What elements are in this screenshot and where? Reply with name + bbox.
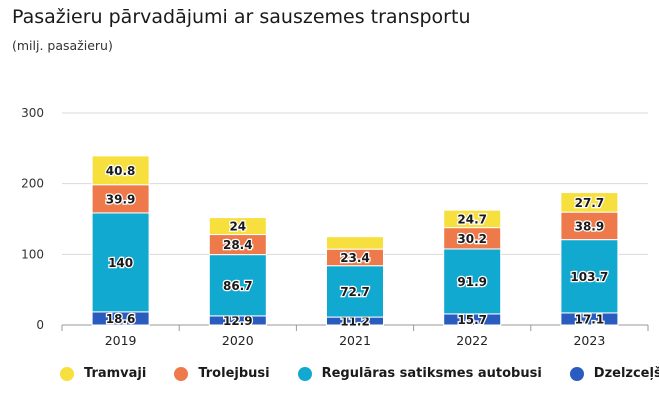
data-label-Tramvaji-2020: 24: [229, 220, 246, 234]
data-label-Regulāras satiksmes autobusi-2019: 140: [108, 256, 133, 270]
legend-swatch-autobusi: [297, 366, 312, 381]
bar-Regulāras satiksmes autobusi-2022: [443, 248, 502, 315]
data-label-Tramvaji-2022: 24.7: [457, 212, 487, 226]
y-tick-label-100: 100: [21, 247, 44, 261]
data-label-Regulāras satiksmes autobusi-2021: 72.7: [340, 285, 370, 299]
bar-Trolejbusi-2023: [560, 211, 619, 241]
x-tick-label-2022: 2022: [456, 333, 488, 348]
legend-item-trolejbusi: Trolejbusi: [174, 366, 270, 381]
legend-label-tramvaji: Tramvaji: [84, 366, 147, 381]
data-label-Trolejbusi-2023: 38.9: [575, 219, 605, 233]
legend: Tramvaji Trolejbusi Regulāras satiksmes …: [60, 366, 659, 381]
bar-Tramvaji-2022: [443, 209, 502, 229]
bar-Tramvaji-2019: [91, 155, 150, 186]
legend-swatch-dzelzcels: [569, 366, 584, 381]
data-label-Trolejbusi-2021: 23.4: [340, 251, 370, 265]
legend-label-autobusi: Regulāras satiksmes autobusi: [321, 366, 542, 381]
legend-swatch-trolejbusi: [174, 366, 189, 381]
data-label-Regulāras satiksmes autobusi-2022: 91.9: [457, 275, 487, 289]
bar-Tramvaji-2023: [560, 192, 619, 213]
legend-label-trolejbusi: Trolejbusi: [198, 366, 270, 381]
x-tick-label-2021: 2021: [339, 333, 371, 348]
chart-subtitle: (milj. pasažieru): [12, 38, 113, 53]
legend-swatch-tramvaji: [60, 366, 74, 381]
data-label-Regulāras satiksmes autobusi-2020: 86.7: [223, 279, 253, 293]
data-label-Tramvaji-2023: 27.7: [575, 196, 605, 210]
x-tick-label-2020: 2020: [222, 333, 254, 348]
y-tick-label-0: 0: [36, 318, 44, 332]
legend-label-dzelzcels: Dzelzceļš: [593, 366, 659, 381]
bar-Regulāras satiksmes autobusi-2019: [91, 212, 150, 313]
data-label-Dzelzceļš-2020: 12.9: [223, 314, 253, 328]
data-label-Dzelzceļš-2022: 15.7: [457, 313, 487, 327]
data-label-Tramvaji-2019: 40.8: [106, 164, 136, 178]
y-tick-label-300: 300: [21, 106, 44, 120]
x-tick-label-2019: 2019: [105, 333, 137, 348]
data-label-Trolejbusi-2022: 30.2: [457, 232, 487, 246]
chart-title: Pasažieru pārvadājumi ar sauszemes trans…: [12, 6, 471, 28]
data-label-Dzelzceļš-2019: 18.6: [106, 312, 136, 326]
bar-Regulāras satiksmes autobusi-2020: [208, 254, 267, 317]
x-tick-label-2023: 2023: [573, 333, 605, 348]
bar-Tramvaji-2020: [208, 217, 267, 236]
legend-item-autobusi: Regulāras satiksmes autobusi: [297, 366, 542, 381]
data-label-Trolejbusi-2019: 39.9: [106, 192, 136, 206]
legend-item-dzelzcels: Dzelzceļš: [569, 366, 659, 381]
bar-Tramvaji-2021: [326, 236, 384, 250]
bar-Regulāras satiksmes autobusi-2023: [560, 239, 619, 314]
bar-Trolejbusi-2019: [91, 184, 150, 214]
y-tick-label-200: 200: [21, 177, 44, 191]
data-label-Trolejbusi-2020: 28.4: [223, 238, 253, 252]
data-label-Dzelzceļš-2023: 17.1: [575, 312, 605, 326]
legend-item-tramvaji: Tramvaji: [60, 366, 146, 381]
data-label-Regulāras satiksmes autobusi-2023: 103.7: [570, 270, 608, 284]
